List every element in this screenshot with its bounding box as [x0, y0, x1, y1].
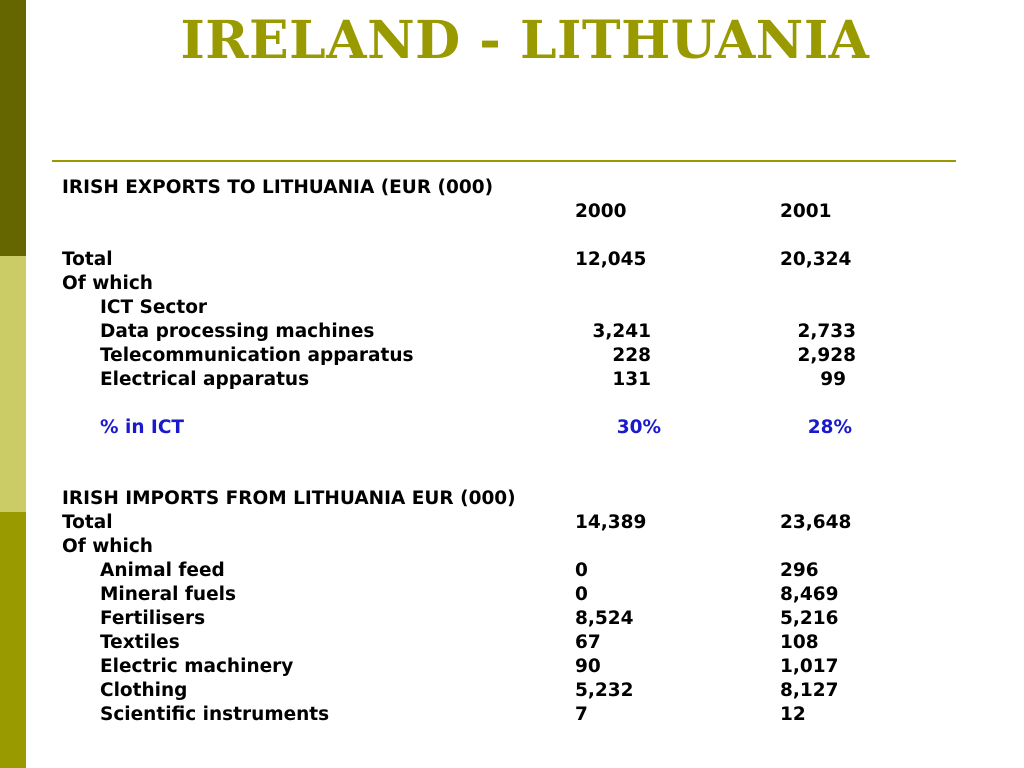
value-2000: 3,241	[592, 321, 651, 342]
imports-of-which-row: Of which	[0, 535, 1024, 559]
value-2000: 90	[575, 656, 601, 677]
row-label: Data processing machines	[100, 321, 375, 342]
exports-heading: IRISH EXPORTS TO LITHUANIA (EUR (000)	[62, 177, 494, 198]
exports-total-2000: 12,045	[575, 249, 647, 270]
row-label: Electrical apparatus	[100, 369, 310, 390]
value-2001: 1,017	[780, 656, 839, 677]
table-row: Electric machinery 90 1,017	[0, 655, 1024, 679]
imports-total-2001: 23,648	[780, 512, 852, 533]
exports-total-row: Total 12,045 20,324	[0, 248, 1024, 272]
imports-heading-row: IRISH IMPORTS FROM LITHUANIA EUR (000)	[0, 487, 1024, 511]
ict-percent-label: % in ICT	[100, 417, 185, 438]
year-2000-header: 2000	[575, 201, 627, 222]
table-row: Clothing 5,232 8,127	[0, 679, 1024, 703]
ict-percent-row: % in ICT 30% 28%	[0, 416, 1024, 440]
value-2000: 7	[575, 704, 588, 725]
row-label: Mineral fuels	[100, 584, 236, 605]
imports-heading: IRISH IMPORTS FROM LITHUANIA EUR (000)	[62, 488, 516, 509]
row-label: Scientific instruments	[100, 704, 330, 725]
value-2000: 0	[575, 560, 588, 581]
value-2001: 2,928	[797, 345, 856, 366]
value-2001: 99	[820, 369, 846, 390]
imports-of-which: Of which	[62, 536, 153, 557]
ict-sector-row: ICT Sector	[0, 296, 1024, 320]
value-2001: 5,216	[780, 608, 839, 629]
table-row: Telecommunication apparatus 228 2,928	[0, 344, 1024, 368]
year-2001-header: 2001	[780, 201, 832, 222]
value-2001: 2,733	[797, 321, 856, 342]
row-label: Animal feed	[100, 560, 225, 581]
value-2000: 131	[612, 369, 651, 390]
value-2001: 108	[780, 632, 819, 653]
table-row: Fertilisers 8,524 5,216	[0, 607, 1024, 631]
sidebar-accent-middle	[0, 256, 26, 512]
slide-title: IRELAND - LITHUANIA	[180, 10, 870, 71]
row-label: Fertilisers	[100, 608, 206, 629]
ict-percent-2001: 28%	[807, 417, 852, 438]
table-row: Textiles 67 108	[0, 631, 1024, 655]
value-2001: 12	[780, 704, 806, 725]
value-2001: 8,127	[780, 680, 839, 701]
value-2001: 296	[780, 560, 819, 581]
table-row: Electrical apparatus 131 99	[0, 368, 1024, 392]
sidebar-accent-top	[0, 0, 26, 256]
table-row: Scientific instruments 7 12	[0, 703, 1024, 727]
row-label: Telecommunication apparatus	[100, 345, 414, 366]
exports-of-which-row: Of which	[0, 272, 1024, 296]
value-2000: 228	[612, 345, 651, 366]
exports-years-row: 2000 2001	[0, 200, 1024, 224]
title-divider	[52, 160, 956, 162]
imports-total-2000: 14,389	[575, 512, 647, 533]
exports-heading-row: IRISH EXPORTS TO LITHUANIA (EUR (000)	[0, 176, 1024, 200]
exports-total-2001: 20,324	[780, 249, 852, 270]
imports-total-row: Total 14,389 23,648	[0, 511, 1024, 535]
table-row: Animal feed 0 296	[0, 559, 1024, 583]
row-label: Clothing	[100, 680, 188, 701]
value-2000: 8,524	[575, 608, 634, 629]
sidebar-accent-bottom	[0, 512, 26, 768]
value-2000: 5,232	[575, 680, 634, 701]
ict-percent-2000: 30%	[616, 417, 661, 438]
imports-total-label: Total	[62, 512, 113, 533]
exports-of-which: Of which	[62, 273, 153, 294]
table-row: Data processing machines 3,241 2,733	[0, 320, 1024, 344]
value-2000: 0	[575, 584, 588, 605]
value-2001: 8,469	[780, 584, 839, 605]
ict-sector-label: ICT Sector	[100, 297, 208, 318]
row-label: Electric machinery	[100, 656, 294, 677]
value-2000: 67	[575, 632, 601, 653]
exports-total-label: Total	[62, 249, 113, 270]
table-row: Mineral fuels 0 8,469	[0, 583, 1024, 607]
row-label: Textiles	[100, 632, 180, 653]
